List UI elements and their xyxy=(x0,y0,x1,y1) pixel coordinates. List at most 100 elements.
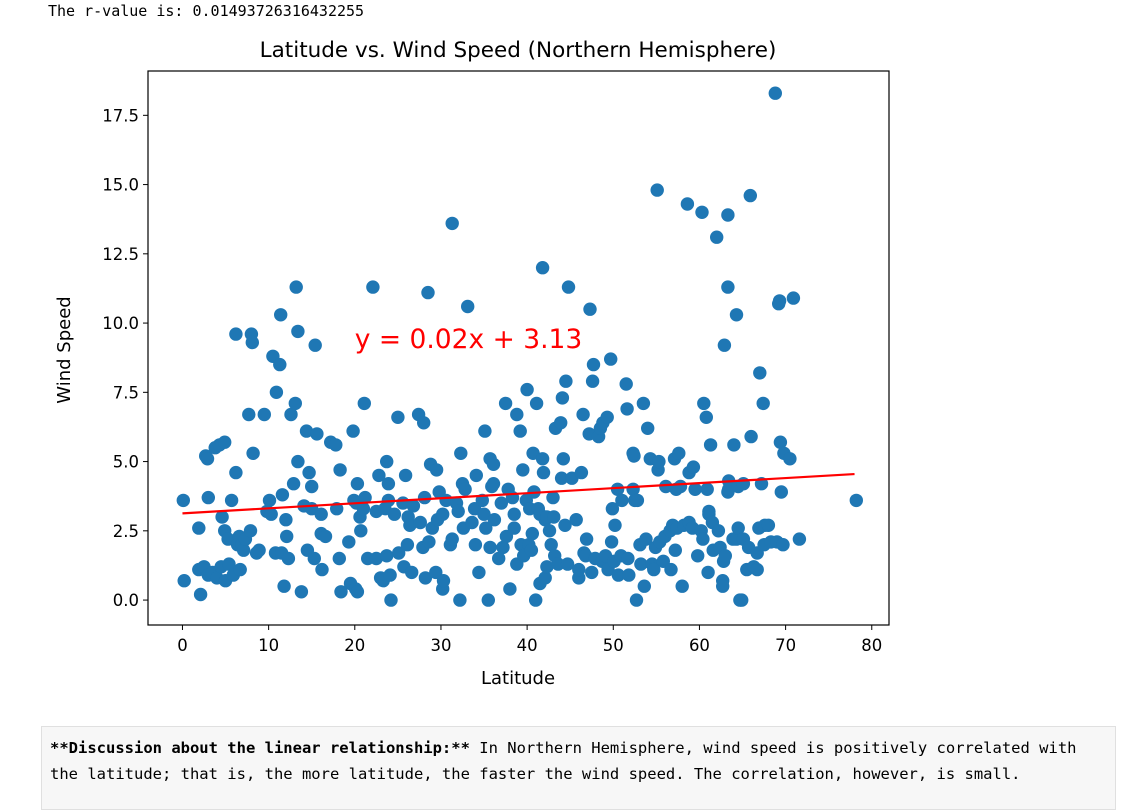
scatter-point xyxy=(629,593,644,607)
y-tick-label: 7.5 xyxy=(113,383,139,402)
scatter-point xyxy=(849,493,863,508)
scatter-point xyxy=(288,396,302,411)
scatter-point xyxy=(529,396,544,411)
scatter-point xyxy=(579,532,594,546)
scatter-point xyxy=(652,454,666,469)
scatter-point xyxy=(477,507,491,521)
scatter-point xyxy=(703,438,718,452)
markdown-cell[interactable]: **Discussion about the linear relationsh… xyxy=(41,726,1116,810)
scatter-point xyxy=(718,549,732,563)
scatter-point xyxy=(243,524,258,538)
scatter-point xyxy=(558,518,572,532)
scatter-point xyxy=(342,535,356,549)
scatter-point xyxy=(585,565,599,580)
scatter-point xyxy=(257,407,271,422)
scatter-point xyxy=(695,205,709,219)
x-tick-label: 80 xyxy=(861,636,882,655)
scatter-point xyxy=(468,538,483,552)
scatter-point xyxy=(569,513,583,527)
scatter-point xyxy=(369,551,383,566)
scatter-point xyxy=(277,579,291,593)
scatter-point xyxy=(445,532,459,546)
discussion-body: In Northern Hemisphere, wind speed is po… xyxy=(50,739,1086,783)
scatter-point xyxy=(275,488,290,502)
scatter-point xyxy=(262,493,277,508)
scatter-point xyxy=(686,460,701,474)
scatter-point xyxy=(273,357,287,372)
scatter-point xyxy=(619,377,633,391)
scatter-point xyxy=(630,493,645,508)
scatter-point xyxy=(753,366,767,380)
scatter-point xyxy=(291,454,305,469)
y-tick-label: 2.5 xyxy=(113,522,139,541)
scatter-point xyxy=(574,465,589,480)
y-tick-label: 0.0 xyxy=(113,591,139,610)
scatter-point xyxy=(286,477,301,491)
plot-frame xyxy=(147,70,890,626)
scatter-point xyxy=(710,230,724,244)
scatter-point xyxy=(736,477,751,491)
scatter-point xyxy=(299,424,314,438)
scatter-point xyxy=(774,485,788,499)
scatter-point xyxy=(383,568,397,582)
scatter-point xyxy=(281,551,296,566)
scatter-point xyxy=(604,535,619,549)
scatter-point xyxy=(421,285,435,300)
scatter-point xyxy=(479,521,493,535)
scatter-point xyxy=(585,374,600,388)
scatter-point xyxy=(729,308,744,322)
scatter-point xyxy=(544,538,558,552)
scatter-point xyxy=(731,521,745,535)
scatter-point xyxy=(291,324,305,339)
scatter-point xyxy=(445,216,459,231)
scatter-point xyxy=(556,452,570,466)
scatter-point xyxy=(675,579,689,593)
scatter-point xyxy=(551,557,565,571)
scatter-point xyxy=(716,579,730,593)
scatter-point xyxy=(236,543,251,557)
scatter-point xyxy=(691,549,705,563)
scatter-point xyxy=(354,524,368,538)
scatter-point xyxy=(620,402,634,416)
scatter-point xyxy=(494,496,508,510)
scatter-point xyxy=(222,557,236,571)
scatter-point xyxy=(318,529,333,544)
scatter-point xyxy=(200,452,215,466)
scatter-point xyxy=(176,493,190,508)
scatter-point xyxy=(398,468,413,483)
scatter-point xyxy=(358,490,372,505)
scatter-point xyxy=(429,463,444,477)
scatter-point xyxy=(604,352,618,366)
scatter-point xyxy=(391,410,405,424)
scatter-point xyxy=(524,543,539,557)
scatter-point xyxy=(535,261,550,275)
scatter-point xyxy=(688,482,702,496)
scatter-point xyxy=(346,424,360,438)
scatter-point xyxy=(218,435,232,449)
scatter-point xyxy=(380,454,394,469)
scatter-point xyxy=(498,396,513,411)
scatter-point xyxy=(454,446,468,460)
scatter-point xyxy=(315,562,329,577)
scatter-point xyxy=(405,565,419,580)
scatter-point xyxy=(786,291,801,305)
scatter-point xyxy=(510,407,524,422)
scatter-point xyxy=(334,585,348,599)
scatter-point xyxy=(717,338,732,352)
scatter-point xyxy=(513,424,527,438)
scatter-point xyxy=(772,294,787,308)
scatter-point xyxy=(461,299,475,314)
scatter-point xyxy=(492,551,506,566)
y-tick-label: 5.0 xyxy=(113,453,139,472)
scatter-point xyxy=(750,562,764,577)
scatter-point xyxy=(413,515,427,530)
chart-title: Latitude vs. Wind Speed (Northern Hemisp… xyxy=(260,38,777,63)
scatter-point xyxy=(647,562,661,577)
scatter-point xyxy=(264,507,278,521)
scatter-point xyxy=(546,490,560,505)
scatter-point xyxy=(641,421,655,435)
scatter-point xyxy=(269,385,284,399)
scatter-point xyxy=(615,493,629,508)
scatter-point xyxy=(201,490,215,505)
scatter-point xyxy=(289,280,303,294)
